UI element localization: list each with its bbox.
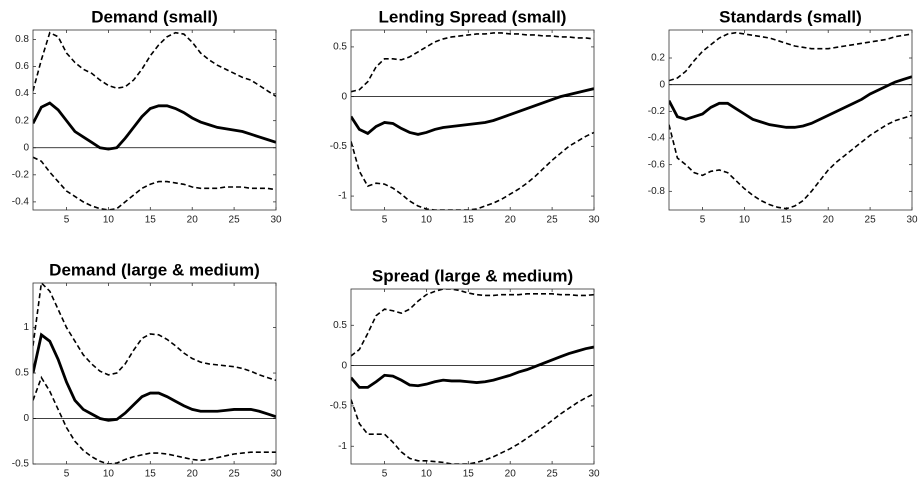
response-line [33, 332, 276, 422]
y-tick-label: -0.5 [330, 141, 348, 152]
axes-frame [350, 29, 595, 211]
x-tick-label: 20 [505, 469, 517, 480]
response-line [33, 101, 276, 151]
x-tick-label: 15 [463, 469, 475, 480]
subplot: Demand (small) -0.4 -0.2 0 0.2 0.4 0.6 0.8 5 10 15… [12, 7, 282, 225]
x-tick-label: 20 [505, 215, 517, 226]
response-line [351, 345, 594, 389]
subplot-title: Demand (large & medium) [49, 260, 260, 279]
y-tick-label: 0 [341, 360, 347, 371]
axes-frame [32, 29, 277, 211]
y-tick-label: 0.5 [333, 42, 347, 53]
x-tick-label: 25 [865, 215, 877, 226]
confidence-band [33, 31, 276, 97]
confidence-band [351, 131, 594, 210]
y-tick-label: 0.2 [15, 115, 29, 126]
y-tick-label: -0.2 [648, 106, 666, 117]
x-tick-label: 20 [187, 469, 199, 480]
x-tick-label: 10 [421, 469, 433, 480]
x-tick-label: 25 [547, 215, 559, 226]
y-tick-label: -1 [338, 441, 347, 452]
plot-area [33, 283, 276, 464]
y-tick-label: 1 [23, 322, 29, 333]
x-tick-label: 30 [588, 469, 600, 480]
x-tick-label: 15 [145, 469, 157, 480]
x-tick-label: 30 [270, 215, 282, 226]
y-tick-label: -0.4 [12, 197, 30, 208]
subplot: Demand (large & medium)-0.500.515 10 15 20 2… [12, 260, 282, 479]
y-tick-label: 0.5 [15, 368, 29, 379]
y-tick-label: -0.6 [648, 159, 666, 170]
x-tick-label: 25 [229, 469, 241, 480]
y-tick-label: 0 [23, 413, 29, 424]
x-tick-label: 25 [547, 469, 559, 480]
x-tick-label: 5 [64, 469, 70, 480]
x-tick-label: 30 [588, 215, 600, 226]
axes-frame [668, 29, 913, 211]
confidence-band [33, 375, 276, 464]
subplot-title: Demand (small) [91, 7, 218, 26]
x-tick-label: 5 [382, 215, 388, 226]
x-tick-label: 20 [823, 215, 835, 226]
x-tick-label: 10 [103, 469, 115, 480]
y-tick-label: -1 [338, 191, 347, 202]
x-tick-label: 30 [270, 469, 282, 480]
x-tick-label: 5 [382, 469, 388, 480]
axes-frame [32, 282, 277, 465]
x-tick-label: 10 [103, 215, 115, 226]
x-tick-label: 10 [739, 215, 751, 226]
confidence-band [669, 114, 912, 210]
response-line [351, 87, 594, 136]
y-tick-label: -0.8 [648, 186, 666, 197]
subplot-title: Spread (large & medium) [372, 266, 573, 285]
subplot: Spread (large & medium) -1 -0.5 0 0.5 5 10 15 20… [330, 266, 600, 479]
y-tick-label: 0 [341, 91, 347, 102]
x-tick-label: 15 [781, 215, 793, 226]
x-tick-label: 20 [187, 215, 199, 226]
y-tick-label: -0.5 [12, 459, 30, 470]
x-tick-label: 10 [421, 215, 433, 226]
x-tick-label: 25 [229, 215, 241, 226]
plot-area [33, 30, 276, 210]
axes-frame [350, 288, 595, 465]
y-tick-label: 0.8 [15, 34, 29, 45]
x-tick-label: 30 [906, 215, 918, 226]
y-tick-label: 0 [659, 79, 665, 90]
subplot: Lending Spread (small) -1 -0.5 0 0.5 5 10 15 20 2… [330, 7, 600, 225]
y-tick-label: -0.2 [12, 169, 30, 180]
y-tick-label: 0 [23, 142, 29, 153]
subplot: Standards (small) -0.8 -0.6 -0.4 -0.2 0 0.2 5 10… [648, 7, 918, 225]
confidence-band [351, 289, 594, 357]
subplot-title: Lending Spread (small) [379, 7, 567, 26]
x-tick-label: 15 [463, 215, 475, 226]
confidence-band [351, 393, 594, 464]
plot-area [669, 30, 912, 210]
plot-area [351, 30, 594, 210]
y-tick-label: -0.5 [330, 401, 348, 412]
y-tick-label: -0.4 [648, 133, 666, 144]
x-tick-label: 15 [145, 215, 157, 226]
confidence-band [33, 156, 276, 210]
y-tick-label: 0.4 [15, 88, 29, 99]
y-tick-label: 0.6 [15, 61, 29, 72]
confidence-band [669, 31, 912, 82]
subplot-title: Standards (small) [719, 7, 862, 26]
confidence-band [33, 283, 276, 382]
y-tick-label: 0.2 [651, 53, 665, 64]
x-tick-label: 5 [700, 215, 706, 226]
y-tick-label: 0.5 [333, 320, 347, 331]
x-tick-label: 5 [64, 215, 70, 226]
response-line [669, 75, 912, 129]
